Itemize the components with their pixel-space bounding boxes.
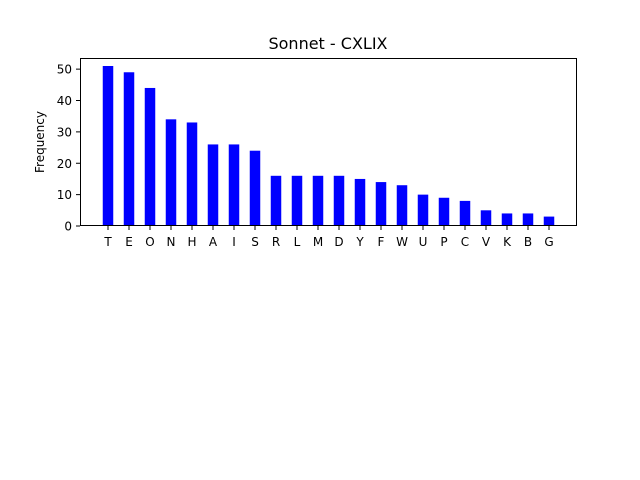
bar-A — [207, 144, 219, 226]
y-tick-label-30: 30 — [57, 125, 72, 139]
bar-L — [291, 175, 303, 226]
x-tick-label-T: T — [103, 235, 112, 249]
bar-P — [438, 197, 450, 226]
bar-G — [543, 216, 555, 226]
y-tick-label-0: 0 — [64, 220, 72, 234]
x-tick-label-L: L — [294, 235, 301, 249]
bar-C — [459, 200, 471, 226]
bar-E — [123, 72, 135, 227]
bar-I — [228, 144, 240, 226]
bar-H — [186, 122, 198, 226]
bar-K — [501, 213, 513, 226]
x-tick-label-S: S — [251, 235, 259, 249]
x-tick-label-W: W — [396, 235, 408, 249]
y-tick-label-40: 40 — [57, 94, 72, 108]
x-tick-label-F: F — [378, 235, 385, 249]
x-tick-label-M: M — [313, 235, 323, 249]
bar-Y — [354, 178, 366, 226]
x-tick-label-D: D — [334, 235, 343, 249]
y-tick-label-10: 10 — [57, 188, 72, 202]
x-tick-label-E: E — [125, 235, 133, 249]
ticks-layer: T E O N H A I S R L M D Y F W U P C V K B G 0 10 20 30 40 50 — [57, 63, 554, 249]
plot-frame — [80, 58, 577, 226]
bars-layer — [102, 66, 555, 227]
x-tick-label-P: P — [440, 235, 447, 249]
y-tick-label-50: 50 — [57, 63, 72, 77]
chart-title: Sonnet - CXLIX — [268, 34, 387, 53]
bar-V — [480, 210, 492, 226]
bar-T — [102, 66, 114, 226]
y-tick-label-20: 20 — [57, 157, 72, 171]
x-tick-label-B: B — [524, 235, 532, 249]
x-tick-label-G: G — [544, 235, 553, 249]
x-tick-label-H: H — [187, 235, 196, 249]
bar-U — [417, 194, 429, 226]
bar-O — [144, 87, 156, 227]
x-tick-label-R: R — [272, 235, 280, 249]
bar-S — [249, 150, 261, 226]
x-tick-label-A: A — [209, 235, 218, 249]
bar-B — [522, 213, 534, 226]
bar-D — [333, 175, 345, 226]
bar-M — [312, 175, 324, 226]
x-tick-label-O: O — [145, 235, 154, 249]
x-tick-label-Y: Y — [355, 235, 364, 249]
y-axis-label: Frequency — [33, 111, 47, 173]
bar-R — [270, 175, 282, 226]
x-tick-label-K: K — [503, 235, 512, 249]
bar-W — [396, 185, 408, 226]
x-tick-label-I: I — [232, 235, 236, 249]
x-tick-label-V: V — [482, 235, 491, 249]
x-tick-label-N: N — [167, 235, 176, 249]
x-tick-label-U: U — [419, 235, 428, 249]
x-tick-label-C: C — [461, 235, 469, 249]
bar-F — [375, 182, 387, 226]
bar-N — [165, 119, 177, 226]
